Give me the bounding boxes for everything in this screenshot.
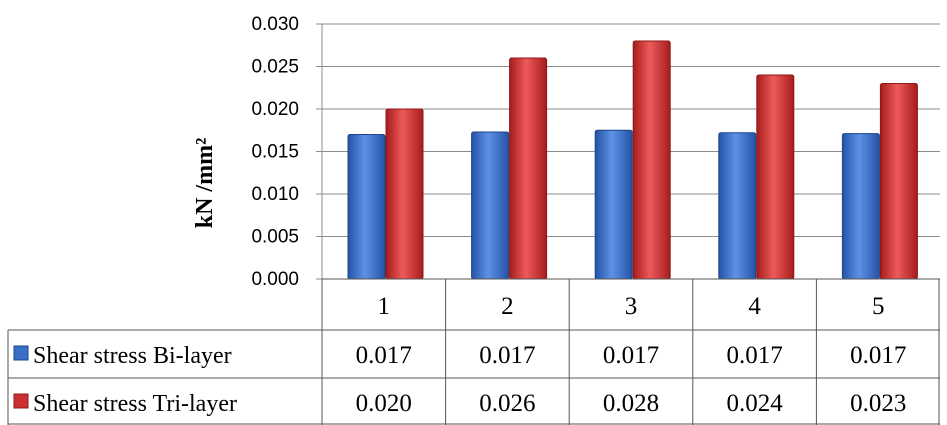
table-cell-value: 0.028 <box>603 390 659 417</box>
bar-tri-layer <box>879 83 918 280</box>
y-tick-label: 0.010 <box>251 184 299 205</box>
y-tick-label: 0.005 <box>251 227 299 248</box>
y-tick-label: 0.030 <box>251 14 299 35</box>
table-cell-value: 0.017 <box>726 342 782 369</box>
table-cell-value: 0.017 <box>356 342 412 369</box>
category-label: 2 <box>501 293 514 320</box>
table-cell-value: 0.017 <box>479 342 535 369</box>
table-cell-value: 0.020 <box>356 390 412 417</box>
bar-bi-layer <box>718 132 757 280</box>
data-table: 1 2 3 4 5 Shear stress Bi-layer 0.017 0.017 0.01… <box>7 278 940 425</box>
y-tick-label: 0.015 <box>251 142 299 163</box>
bar-tri-layer <box>632 40 671 280</box>
category-label: 1 <box>378 293 391 320</box>
table-cell-value: 0.023 <box>850 390 906 417</box>
table-cell-value: 0.017 <box>850 342 906 369</box>
bar-bi-layer <box>347 134 386 280</box>
series-name: Shear stress Tri-layer <box>33 391 237 417</box>
bar-tri-layer <box>385 108 424 280</box>
table-cell-value: 0.026 <box>479 390 535 417</box>
y-tick-label: 0.020 <box>251 99 299 120</box>
y-axis: 0.000 0.005 0.010 0.015 0.020 0.025 0.030 <box>251 14 323 290</box>
y-tick-label: 0.025 <box>251 57 299 78</box>
y-tick-label: 0.000 <box>251 269 299 290</box>
legend-key <box>13 393 29 409</box>
legend-key <box>13 345 29 361</box>
bar-tri-layer <box>756 74 795 280</box>
bar-bi-layer <box>471 131 510 280</box>
category-label: 5 <box>872 293 885 320</box>
category-label: 4 <box>748 293 761 320</box>
bars <box>347 40 918 280</box>
category-label: 3 <box>625 293 638 320</box>
bar-tri-layer <box>509 57 548 280</box>
table-cell-value: 0.024 <box>726 390 783 417</box>
y-axis-label: kN /mm² <box>192 138 218 229</box>
table-cell-value: 0.017 <box>603 342 659 369</box>
series-name: Shear stress Bi-layer <box>33 343 232 369</box>
bar-bi-layer <box>841 133 880 280</box>
bar-bi-layer <box>594 129 633 280</box>
